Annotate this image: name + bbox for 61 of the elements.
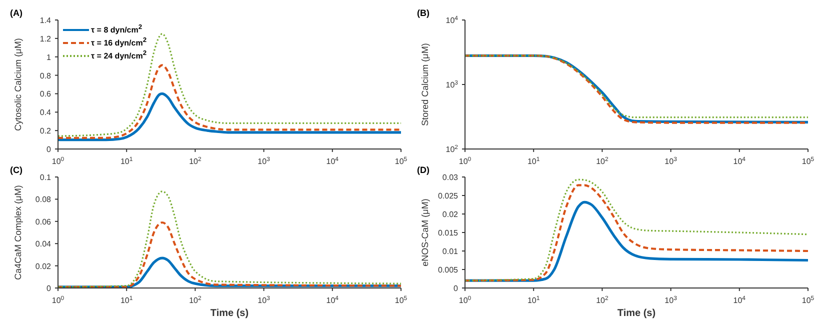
x-tick-label: 10$^{3}$ (258, 295, 271, 305)
y-tick-label: 1 (46, 52, 52, 62)
y-tick-label: 0.06 (35, 217, 52, 226)
y-axis-title: eNOS-CaM (μM) (420, 198, 430, 266)
y-tick-label: 0.005 (438, 266, 459, 274)
y-axis-title: Cytosolic Calcium (μM) (13, 38, 24, 131)
x-tick-label: 10$^{5}$ (394, 295, 408, 305)
y-tick-label: 0.8 (40, 71, 52, 80)
y-tick-label: 0.4 (40, 108, 52, 118)
x-tick-label: 10$^{1}$ (527, 156, 540, 166)
x-tick-label: 10$^{0}$ (458, 156, 472, 166)
x-tick-label: 10$^{0}$ (52, 156, 65, 166)
y-tick-label: 10$^{2}$ (446, 144, 459, 154)
x-tick-label: 10$^{4}$ (733, 156, 746, 166)
chart-title: (A) (10, 8, 22, 18)
legend-label: τ = 16 dyn/cm$^{2}$ (91, 37, 147, 48)
y-tick-label: 0.02 (35, 262, 52, 271)
y-tick-label: 0.1 (40, 173, 52, 182)
y-tick-label: 10$^{3}$ (446, 80, 459, 90)
y-tick-label: 0.01 (442, 247, 459, 256)
x-tick-label: 10$^{4}$ (326, 156, 340, 166)
x-tick-label: 10$^{3}$ (664, 295, 678, 305)
chart-title: (B) (417, 8, 430, 18)
y-tick-label: 10$^{4}$ (446, 15, 459, 25)
x-tick-label: 10$^{0}$ (52, 295, 65, 305)
x-tick-label: 10$^{1}$ (527, 295, 540, 305)
y-tick-label: 0.08 (35, 195, 52, 204)
y-tick-label: 0 (454, 284, 459, 293)
x-tick-label: 10$^{5}$ (802, 156, 815, 166)
x-tick-label: 10$^{2}$ (189, 295, 202, 305)
chart-title: (C) (10, 165, 22, 175)
y-tick-label: 0.04 (35, 240, 52, 249)
x-tick-label: 10$^{3}$ (258, 156, 271, 166)
x-tick-label: 10$^{2}$ (189, 156, 202, 166)
x-tick-label: 10$^{1}$ (120, 156, 134, 166)
y-tick-label: 0.02 (442, 210, 459, 219)
y-tick-label: 0.6 (40, 90, 52, 99)
y-tick-label: 0.015 (438, 228, 459, 238)
x-tick-label: 10$^{4}$ (326, 295, 340, 305)
x-tick-label: 10$^{1}$ (120, 295, 134, 305)
x-axis-title: Time (s) (210, 308, 249, 319)
x-tick-label: 10$^{2}$ (596, 156, 609, 166)
y-tick-label: 1.4 (40, 16, 52, 25)
x-tick-label: 10$^{0}$ (458, 295, 472, 305)
x-tick-label: 10$^{3}$ (664, 156, 678, 166)
y-tick-label: 0 (46, 145, 52, 154)
y-axis-title: Ca4CaM Complex (μM) (13, 185, 24, 280)
y-tick-label: 0.03 (442, 173, 459, 182)
x-tick-label: 10$^{5}$ (394, 156, 408, 166)
legend-label: τ = 24 dyn/cm$^{2}$ (91, 50, 147, 61)
x-axis-title: Time (s) (617, 308, 656, 319)
legend-label: τ = 8 dyn/cm$^{2}$ (91, 24, 142, 35)
x-tick-label: 10$^{5}$ (802, 295, 815, 305)
y-tick-label: 0.2 (40, 126, 52, 136)
y-tick-label: 0.025 (438, 192, 459, 200)
y-axis-title: Stored Calcium (μM) (420, 43, 430, 126)
x-tick-label: 10$^{4}$ (733, 295, 746, 305)
x-tick-label: 10$^{2}$ (596, 295, 609, 305)
chart-title: (D) (417, 165, 430, 175)
y-tick-label: 1.2 (40, 34, 52, 44)
y-tick-label: 0 (46, 284, 52, 293)
